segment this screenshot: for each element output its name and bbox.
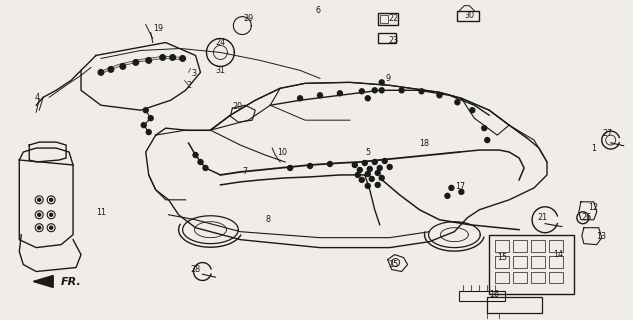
Circle shape — [459, 189, 464, 194]
Text: FR.: FR. — [61, 277, 82, 287]
Text: 9: 9 — [385, 74, 391, 83]
Circle shape — [379, 88, 384, 93]
Text: 1: 1 — [591, 144, 596, 153]
Circle shape — [327, 162, 332, 166]
Text: 4: 4 — [35, 93, 40, 102]
Text: 2: 2 — [186, 81, 191, 90]
Text: 11: 11 — [96, 208, 106, 217]
Text: 23: 23 — [389, 36, 399, 45]
Circle shape — [419, 89, 424, 94]
Circle shape — [318, 93, 322, 98]
Circle shape — [375, 182, 380, 188]
Text: 17: 17 — [455, 182, 465, 191]
Text: 31: 31 — [215, 66, 225, 75]
Circle shape — [133, 60, 139, 65]
Circle shape — [120, 64, 125, 69]
Text: 19: 19 — [154, 24, 164, 33]
Circle shape — [369, 176, 374, 181]
Circle shape — [49, 213, 53, 216]
Text: 26: 26 — [582, 213, 592, 222]
Circle shape — [399, 88, 404, 93]
Circle shape — [308, 164, 313, 168]
Circle shape — [353, 163, 357, 167]
Circle shape — [377, 165, 382, 171]
Circle shape — [146, 58, 151, 63]
Circle shape — [337, 91, 342, 96]
Circle shape — [449, 185, 454, 190]
Circle shape — [355, 172, 360, 177]
Circle shape — [372, 159, 377, 164]
Circle shape — [379, 80, 384, 85]
Text: 22: 22 — [389, 14, 399, 23]
Circle shape — [108, 67, 114, 72]
Circle shape — [38, 213, 41, 216]
Circle shape — [38, 198, 41, 201]
Text: 8: 8 — [266, 215, 271, 224]
Circle shape — [375, 171, 380, 175]
Circle shape — [455, 100, 460, 105]
Text: 18: 18 — [420, 139, 430, 148]
Circle shape — [49, 198, 53, 201]
Circle shape — [372, 88, 377, 93]
Circle shape — [482, 126, 487, 131]
Circle shape — [387, 164, 392, 170]
Circle shape — [445, 193, 450, 198]
Circle shape — [203, 165, 208, 171]
Text: 28: 28 — [191, 265, 201, 274]
Circle shape — [367, 166, 372, 172]
Text: 10: 10 — [277, 148, 287, 156]
Circle shape — [485, 138, 490, 143]
Circle shape — [365, 183, 370, 188]
Text: 14: 14 — [553, 250, 563, 259]
Circle shape — [362, 161, 367, 165]
Circle shape — [143, 108, 148, 113]
Circle shape — [437, 93, 442, 98]
Text: 5: 5 — [365, 148, 370, 156]
Circle shape — [470, 108, 475, 113]
Text: 16: 16 — [489, 290, 499, 299]
Circle shape — [298, 96, 303, 101]
Text: 20: 20 — [232, 102, 242, 111]
Text: 3: 3 — [191, 69, 196, 78]
Circle shape — [193, 153, 198, 157]
Text: 29: 29 — [243, 14, 253, 23]
Circle shape — [365, 96, 370, 101]
Text: 7: 7 — [242, 167, 248, 176]
Circle shape — [357, 167, 362, 172]
Text: 24: 24 — [215, 38, 225, 47]
Circle shape — [198, 159, 203, 164]
Text: 30: 30 — [465, 11, 474, 20]
Polygon shape — [34, 276, 53, 287]
Circle shape — [170, 55, 175, 60]
Text: 12: 12 — [587, 203, 598, 212]
Circle shape — [49, 226, 53, 229]
Circle shape — [141, 123, 146, 128]
Circle shape — [360, 89, 365, 94]
Circle shape — [146, 130, 151, 135]
Circle shape — [287, 165, 292, 171]
Circle shape — [148, 116, 153, 121]
Text: 13: 13 — [596, 232, 606, 241]
Circle shape — [379, 175, 384, 180]
Circle shape — [382, 158, 387, 164]
Text: 21: 21 — [537, 213, 547, 222]
Circle shape — [365, 172, 370, 176]
Text: 15: 15 — [497, 253, 507, 262]
Text: 6: 6 — [315, 6, 320, 15]
Circle shape — [360, 177, 365, 182]
Circle shape — [98, 69, 104, 75]
Circle shape — [160, 55, 165, 60]
Circle shape — [38, 226, 41, 229]
Text: 25: 25 — [389, 260, 399, 269]
Text: 27: 27 — [603, 129, 613, 138]
Circle shape — [180, 56, 185, 61]
